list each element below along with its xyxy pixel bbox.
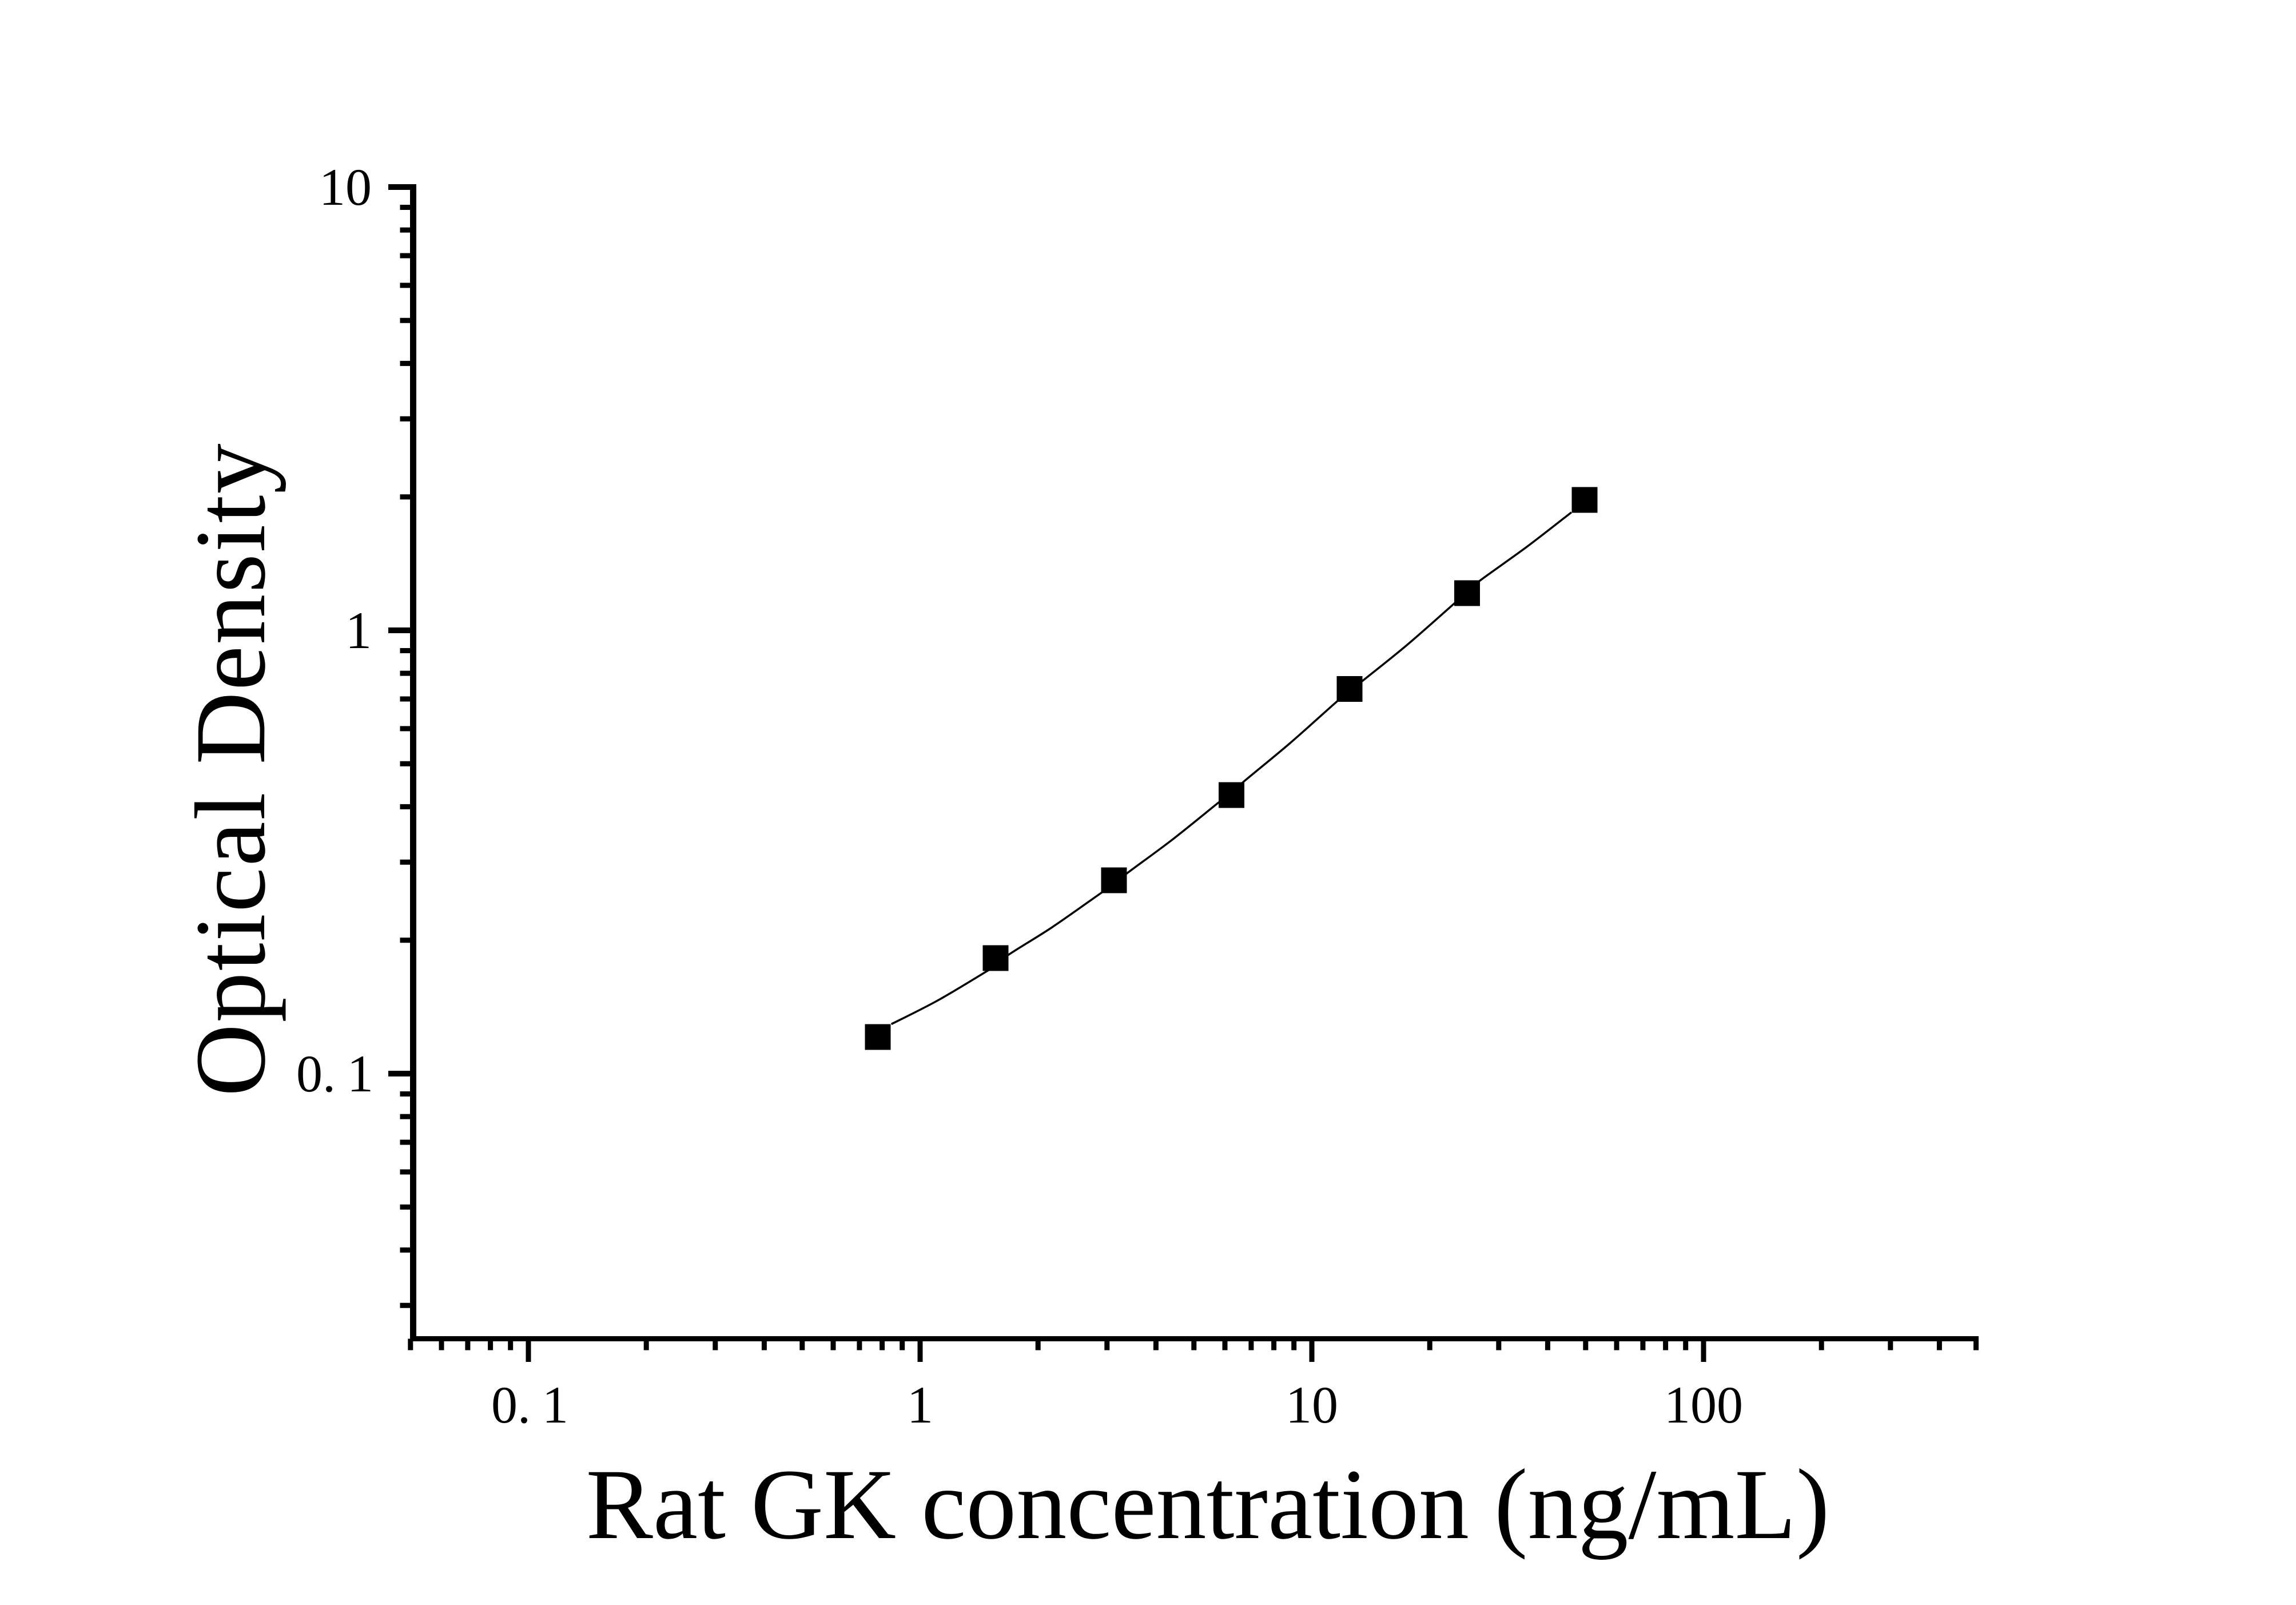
svg-text:10: 10 xyxy=(1286,1376,1338,1434)
svg-text:100: 100 xyxy=(1664,1376,1743,1434)
svg-text:Rat GK concentration (ng/mL): Rat GK concentration (ng/mL) xyxy=(586,1449,1830,1560)
svg-text:1: 1 xyxy=(907,1376,933,1434)
svg-text:10: 10 xyxy=(319,158,372,216)
svg-text:0.1: 0. 1 xyxy=(296,1044,373,1103)
svg-text:1: 1 xyxy=(345,601,372,660)
svg-text:Optical Density: Optical Density xyxy=(175,442,286,1097)
svg-text:0.1: 0. 1 xyxy=(491,1376,568,1434)
